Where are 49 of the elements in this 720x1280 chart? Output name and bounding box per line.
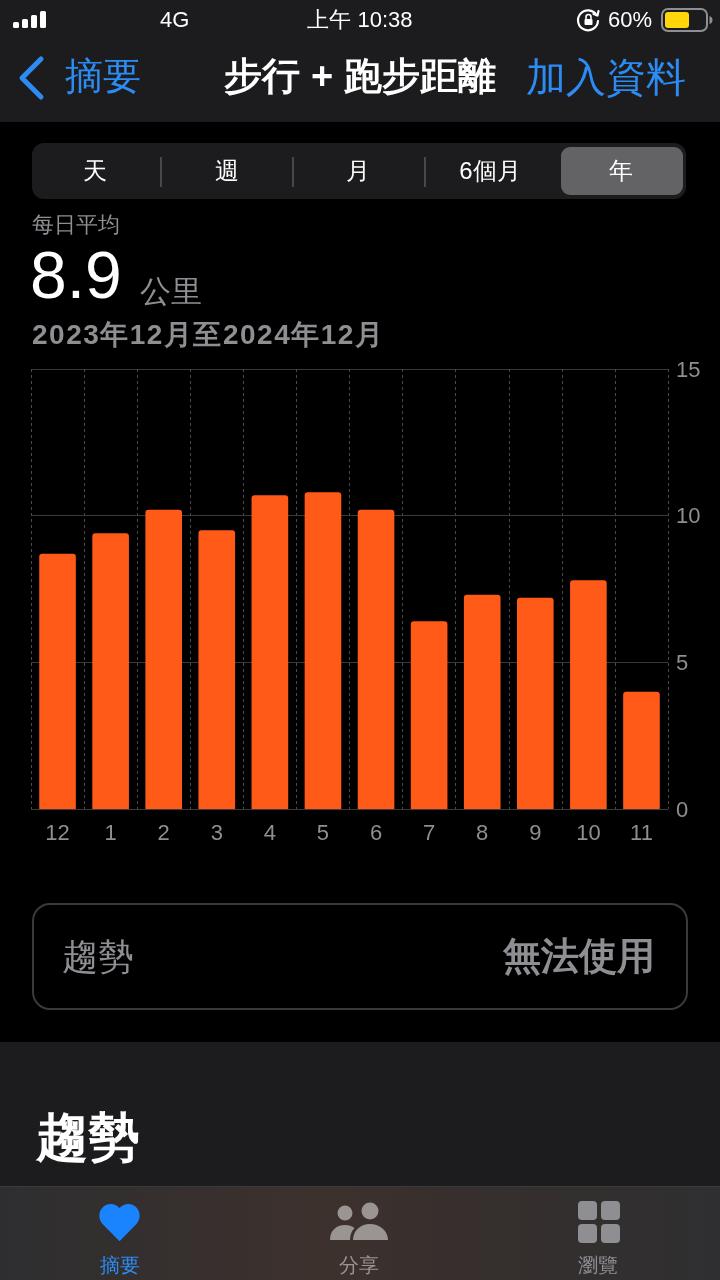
y-tick-label: 10 <box>676 503 701 529</box>
x-tick-label: 5 <box>316 819 330 845</box>
text: 趨勢 <box>36 1107 140 1168</box>
bar <box>145 509 183 809</box>
text: 加入資料 <box>526 54 686 101</box>
x-tick-label: 8 <box>476 819 489 845</box>
x-tick-label: 7 <box>423 819 436 845</box>
text: 月 <box>346 157 370 186</box>
x-tick-label: 3 <box>210 819 223 845</box>
bar <box>198 530 236 809</box>
bar <box>92 533 129 809</box>
text: 瀏覽 <box>578 1253 618 1277</box>
x-tick-label: 10 <box>576 819 601 845</box>
text: 無法使用 <box>503 934 655 979</box>
x-tick-label: 4 <box>263 819 276 845</box>
bar <box>570 580 607 809</box>
x-tick-label: 12 <box>45 819 70 845</box>
bar <box>463 594 501 809</box>
x-tick-label: 1 <box>104 819 117 845</box>
text: 上午 10:38 <box>307 7 413 34</box>
x-tick-label: 2 <box>157 819 170 845</box>
chart-subtitle: 2023年12月至2024年12月 <box>32 318 385 352</box>
x-tick-label: 9 <box>529 819 542 845</box>
text: 每日平均 <box>32 212 120 239</box>
y-tick-label: 0 <box>676 796 689 822</box>
bar <box>410 621 448 809</box>
text: 摘要 <box>100 1253 140 1277</box>
x-tick-label: 6 <box>369 819 383 845</box>
text: 6個月 <box>459 157 521 186</box>
text: 週 <box>215 157 239 186</box>
text: 趨勢 <box>62 935 134 979</box>
bar <box>516 597 554 809</box>
chart-title: 步行 + 跑步距離 <box>224 54 496 99</box>
bar <box>357 509 395 809</box>
text: 4G <box>160 7 190 34</box>
text: 天 <box>83 157 107 186</box>
y-tick-label: 15 <box>676 356 701 382</box>
text: 公里 <box>140 273 202 311</box>
y-tick-label: 5 <box>676 649 689 675</box>
text: 摘要 <box>65 54 141 99</box>
text: 8.9 <box>30 237 122 314</box>
bar <box>623 691 660 809</box>
text: 分享 <box>339 1253 379 1277</box>
bar <box>39 553 76 809</box>
bar <box>251 495 289 809</box>
text: 60% <box>608 7 653 34</box>
text: 年 <box>609 157 633 186</box>
x-tick-label: 11 <box>630 819 653 845</box>
bar <box>304 492 342 809</box>
